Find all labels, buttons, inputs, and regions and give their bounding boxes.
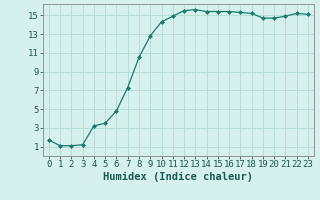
X-axis label: Humidex (Indice chaleur): Humidex (Indice chaleur)	[103, 172, 253, 182]
